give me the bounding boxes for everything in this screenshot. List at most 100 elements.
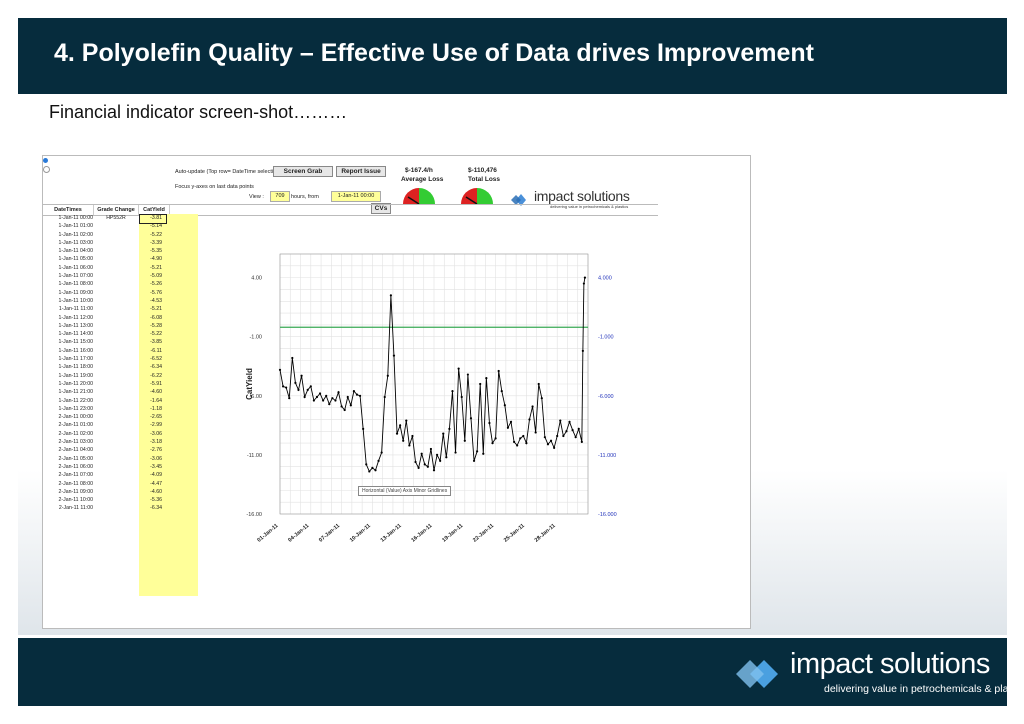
data-point xyxy=(383,395,386,399)
data-point xyxy=(352,389,356,393)
grid-header: DateTimes Grade Change CatYield xyxy=(43,204,658,216)
data-point xyxy=(442,432,445,435)
x-tick-label: 07-Jan-11 xyxy=(318,523,341,544)
data-point xyxy=(365,463,368,466)
datetime-cell: 1-Jan-11 08:00 xyxy=(58,281,93,288)
average-loss-gauge-icon xyxy=(403,188,435,205)
table-row[interactable]: 1-Jan-11 21:00 -4.60 xyxy=(43,388,199,396)
data-point xyxy=(454,451,457,454)
y-tick-label: 4.00 xyxy=(251,276,262,282)
table-row[interactable]: 1-Jan-11 08:00 -5.26 xyxy=(43,280,199,288)
table-row[interactable]: 1-Jan-11 01:00 -5.14 xyxy=(43,222,199,230)
table-row[interactable]: 1-Jan-11 14:00 -5.22 xyxy=(43,330,199,338)
x-tick-label: 19-Jan-11 xyxy=(441,523,464,544)
header-catyield[interactable]: CatYield xyxy=(139,205,170,215)
data-point xyxy=(278,368,282,371)
screen-grab-button[interactable]: Screen Grab xyxy=(273,166,333,177)
data-point xyxy=(500,389,503,393)
table-row[interactable]: 1-Jan-11 04:00 -5.35 xyxy=(43,247,199,255)
table-row[interactable]: 2-Jan-11 06:00 -3.45 xyxy=(43,463,199,471)
data-point xyxy=(445,456,448,459)
datetime-cell: 1-Jan-11 11:00 xyxy=(58,306,93,313)
table-row[interactable]: 1-Jan-11 17:00 -6.52 xyxy=(43,355,199,363)
data-point xyxy=(460,395,463,399)
report-issue-button[interactable]: Report Issue xyxy=(336,166,386,177)
data-point xyxy=(448,427,451,431)
datetime-cell: 1-Jan-11 22:00 xyxy=(58,397,93,404)
data-point xyxy=(485,376,488,380)
table-row[interactable]: 1-Jan-11 23:00 -1.18 xyxy=(43,405,199,413)
from-date-input[interactable]: 1-Jan-11 00:00 xyxy=(331,191,381,202)
table-row[interactable]: 1-Jan-11 18:00 -6.34 xyxy=(43,363,199,371)
data-point xyxy=(571,428,574,432)
data-point xyxy=(439,459,442,462)
data-point xyxy=(559,419,562,422)
data-point xyxy=(417,466,420,470)
table-row[interactable]: 1-Jan-11 11:00 -5.21 xyxy=(43,305,199,313)
table-row[interactable]: 1-Jan-11 10:00 -4.53 xyxy=(43,297,199,305)
table-row[interactable]: 1-Jan-11 20:00 -5.91 xyxy=(43,380,199,388)
table-row[interactable]: 2-Jan-11 05:00 -3.06 xyxy=(43,455,199,463)
table-row[interactable]: 1-Jan-11 07:00 -5.09 xyxy=(43,272,199,280)
y-axis-label: CatYield xyxy=(245,368,254,400)
table-row[interactable]: 2-Jan-11 07:00 -4.09 xyxy=(43,471,199,479)
table-row[interactable]: 1-Jan-11 13:00 -5.28 xyxy=(43,322,199,330)
catyield-cell: -5.22 xyxy=(150,231,162,238)
data-point xyxy=(479,382,482,386)
table-row[interactable]: 2-Jan-11 04:00 -2.76 xyxy=(43,446,199,454)
table-row[interactable]: 1-Jan-11 09:00 -5.76 xyxy=(43,289,199,297)
table-row[interactable]: 1-Jan-11 00:00 HP552R -3.81 xyxy=(43,214,199,222)
table-row[interactable]: 2-Jan-11 01:00 -2.99 xyxy=(43,421,199,429)
table-row[interactable]: 2-Jan-11 08:00 -4.47 xyxy=(43,480,199,488)
radio-unselected-icon[interactable] xyxy=(43,166,50,173)
header-grade-change[interactable]: Grade Change xyxy=(94,205,139,215)
table-row[interactable]: 2-Jan-11 11:00 -6.34 xyxy=(43,504,199,512)
table-row[interactable]: 2-Jan-11 00:00 -2.65 xyxy=(43,413,199,421)
view-label: View : xyxy=(249,194,264,200)
table-row[interactable]: 2-Jan-11 10:00 -5.36 xyxy=(43,496,199,504)
data-point xyxy=(318,392,322,395)
table-row[interactable]: 2-Jan-11 02:00 -3.06 xyxy=(43,430,199,438)
catyield-cell: -4.53 xyxy=(150,297,162,304)
data-point xyxy=(399,424,402,427)
data-point xyxy=(537,382,540,386)
catyield-cell: -2.99 xyxy=(150,422,162,429)
table-row[interactable]: 1-Jan-11 22:00 -1.64 xyxy=(43,397,199,405)
data-point xyxy=(328,402,331,406)
table-row[interactable]: 1-Jan-11 06:00 -5.21 xyxy=(43,264,199,272)
data-point xyxy=(546,443,550,446)
grade-cell: HP552R xyxy=(106,215,126,221)
data-point xyxy=(389,294,392,297)
table-row[interactable]: 1-Jan-11 03:00 -3.39 xyxy=(43,239,199,247)
data-point xyxy=(297,388,300,392)
table-row[interactable]: 1-Jan-11 02:00 -5.22 xyxy=(43,231,199,239)
data-point xyxy=(565,430,568,433)
data-point xyxy=(574,436,577,439)
cvs-button[interactable]: CVs xyxy=(371,203,391,214)
catyield-cell: -5.28 xyxy=(150,322,162,329)
header-datetimes[interactable]: DateTimes xyxy=(43,205,94,215)
catyield-cell: -3.06 xyxy=(150,455,162,462)
catyield-cell: -5.21 xyxy=(150,306,162,313)
datetime-cell: 2-Jan-11 02:00 xyxy=(58,430,93,437)
datetime-cell: 1-Jan-11 23:00 xyxy=(58,405,93,412)
catyield-cell: -1.18 xyxy=(150,405,162,412)
catyield-column-highlight xyxy=(139,214,198,596)
view-hours-input[interactable]: 709 xyxy=(270,191,290,202)
title-bar: 4. Polyolefin Quality – Effective Use of… xyxy=(18,18,1007,94)
table-row[interactable]: 2-Jan-11 03:00 -3.18 xyxy=(43,438,199,446)
radio-selected-icon[interactable] xyxy=(43,158,48,163)
table-row[interactable]: 2-Jan-11 09:00 -4.60 xyxy=(43,488,199,496)
table-row[interactable]: 1-Jan-11 05:00 -4.90 xyxy=(43,255,199,263)
datetime-cell: 1-Jan-11 20:00 xyxy=(58,380,93,387)
table-row[interactable]: 1-Jan-11 16:00 -6.11 xyxy=(43,347,199,355)
x-tick-label: 28-Jan-11 xyxy=(534,523,557,544)
table-row[interactable]: 1-Jan-11 15:00 -3.85 xyxy=(43,338,199,346)
data-point xyxy=(405,419,408,422)
selected-cell[interactable] xyxy=(139,214,167,224)
data-point xyxy=(528,418,531,421)
data-point xyxy=(312,399,315,402)
table-row[interactable]: 1-Jan-11 19:00 -6.22 xyxy=(43,372,199,380)
table-row[interactable]: 1-Jan-11 12:00 -6.08 xyxy=(43,314,199,322)
catyield-cell: -5.26 xyxy=(150,281,162,288)
